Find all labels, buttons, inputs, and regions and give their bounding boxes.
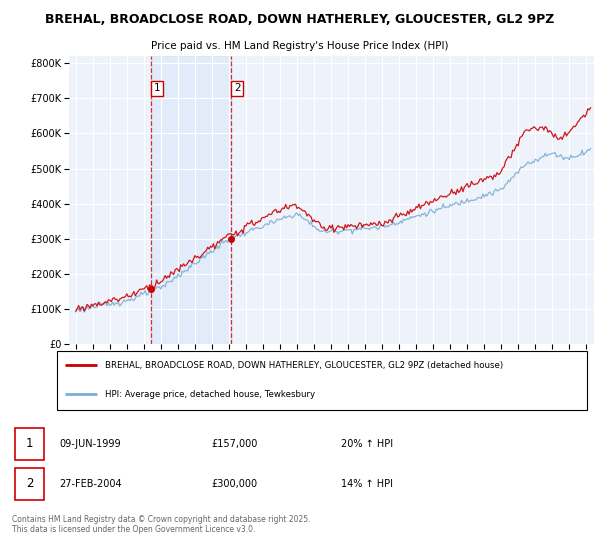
FancyBboxPatch shape xyxy=(15,468,44,500)
Text: BREHAL, BROADCLOSE ROAD, DOWN HATHERLEY, GLOUCESTER, GL2 9PZ: BREHAL, BROADCLOSE ROAD, DOWN HATHERLEY,… xyxy=(46,13,554,26)
Text: £300,000: £300,000 xyxy=(212,479,258,489)
Text: Contains HM Land Registry data © Crown copyright and database right 2025.
This d: Contains HM Land Registry data © Crown c… xyxy=(12,515,310,534)
Text: Price paid vs. HM Land Registry's House Price Index (HPI): Price paid vs. HM Land Registry's House … xyxy=(151,41,449,50)
Text: 14% ↑ HPI: 14% ↑ HPI xyxy=(341,479,393,489)
Text: 20% ↑ HPI: 20% ↑ HPI xyxy=(341,439,393,449)
Text: 09-JUN-1999: 09-JUN-1999 xyxy=(59,439,121,449)
Text: 27-FEB-2004: 27-FEB-2004 xyxy=(59,479,122,489)
FancyBboxPatch shape xyxy=(15,428,44,460)
FancyBboxPatch shape xyxy=(56,351,587,410)
Bar xyxy=(151,56,231,344)
Text: 1: 1 xyxy=(26,437,33,450)
Text: 2: 2 xyxy=(234,83,241,93)
Text: 2: 2 xyxy=(26,477,33,491)
Text: BREHAL, BROADCLOSE ROAD, DOWN HATHERLEY, GLOUCESTER, GL2 9PZ (detached house): BREHAL, BROADCLOSE ROAD, DOWN HATHERLEY,… xyxy=(105,361,503,370)
Text: 1: 1 xyxy=(154,83,160,93)
Text: HPI: Average price, detached house, Tewkesbury: HPI: Average price, detached house, Tewk… xyxy=(105,390,315,399)
Text: £157,000: £157,000 xyxy=(212,439,258,449)
